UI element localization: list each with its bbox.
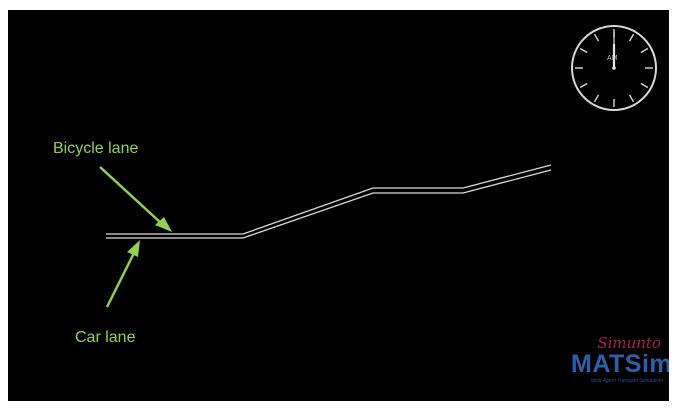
bicycle-lane-arrow <box>99 166 172 232</box>
matsim-tagline: Multi-Agent Transport Simulation <box>590 378 663 384</box>
simunto-logo-text: Simunto <box>597 334 661 352</box>
clock-period-label: AM <box>607 55 618 62</box>
clock-ticks <box>575 29 653 107</box>
car-lane-label: Car lane <box>75 329 136 346</box>
bicycle-lane-link <box>106 164 552 235</box>
matsim-logo-text: MATSim <box>571 350 669 378</box>
bicycle-lane-label: Bicycle lane <box>53 140 139 157</box>
simulation-clock <box>571 25 657 111</box>
car-lane-arrow <box>105 240 140 308</box>
simulation-canvas: AM Bicycle lane Car lane Simunto MATSim … <box>8 10 669 401</box>
car-lane-link <box>106 169 552 239</box>
matsim-logo: Simunto MATSim Multi-Agent Transport Sim… <box>571 334 669 397</box>
network-view <box>99 25 657 308</box>
